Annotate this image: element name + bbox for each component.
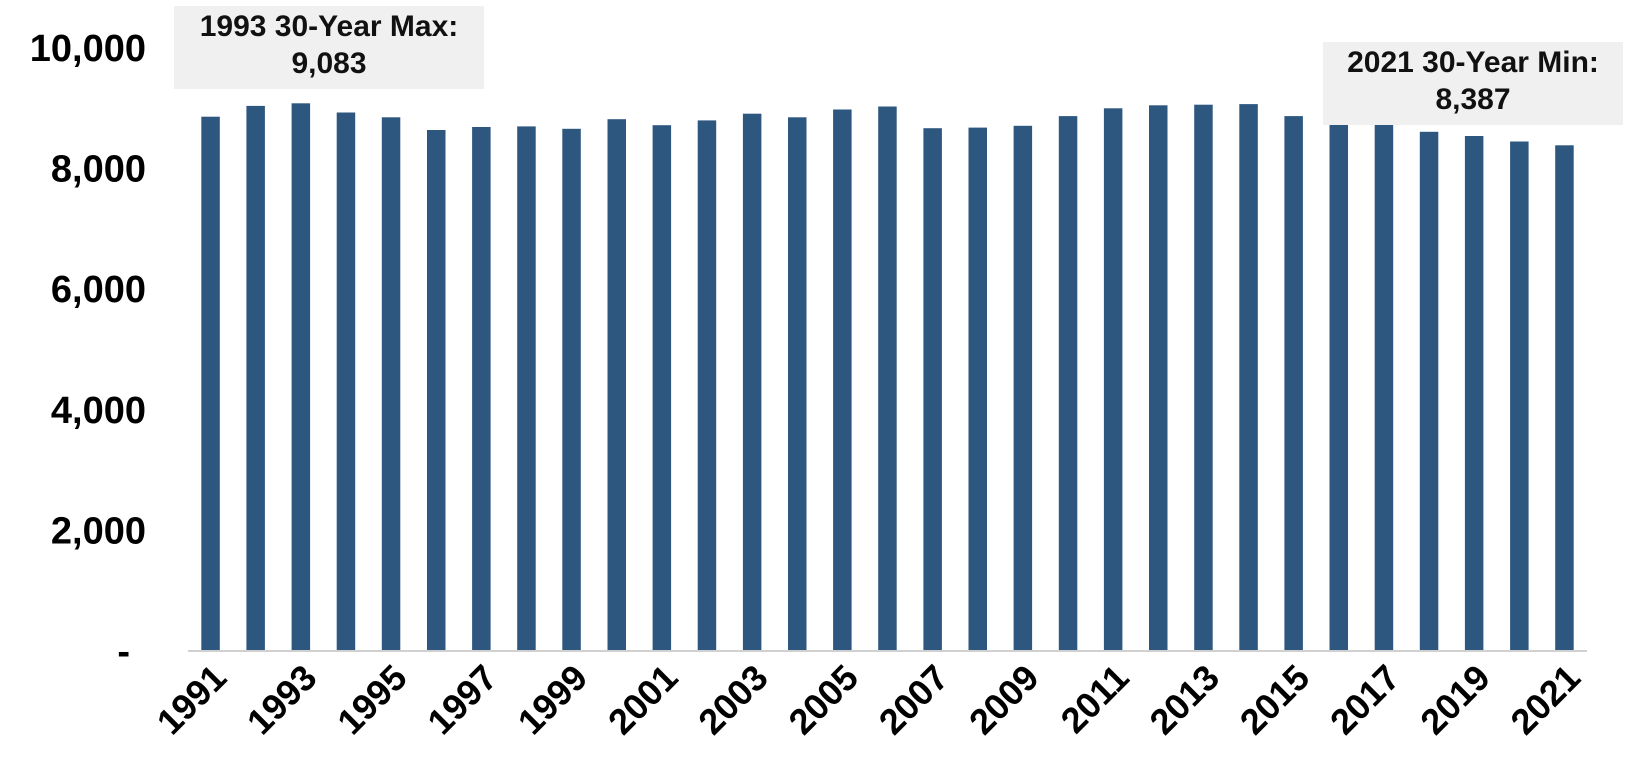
- x-tick-label: 2017: [1322, 657, 1408, 743]
- y-axis-ticks: - 2,000 4,000 6,000 8,000 10,000: [30, 28, 146, 673]
- x-tick-label: 1991: [149, 657, 235, 743]
- bar-2008: [968, 127, 987, 652]
- x-tick-label: 2013: [1141, 657, 1227, 743]
- bar-2015: [1284, 116, 1303, 652]
- min-annotation-value: 8,387: [1435, 83, 1511, 116]
- bar-1992: [246, 105, 265, 651]
- x-tick-label: 2005: [780, 657, 866, 743]
- bar-2012: [1149, 105, 1168, 652]
- x-tick-label: 1993: [239, 657, 325, 743]
- bar-2020: [1510, 141, 1529, 651]
- bar-1995: [381, 117, 401, 652]
- x-tick-label: 2003: [690, 657, 776, 743]
- bar-2009: [1013, 125, 1033, 652]
- bar-2019: [1464, 136, 1484, 651]
- x-tick-label: 1999: [510, 657, 596, 743]
- y-tick-label: 6,000: [51, 269, 146, 311]
- bar-1996: [427, 130, 446, 651]
- bar-2007: [923, 128, 942, 651]
- x-tick-label: 2021: [1502, 657, 1588, 743]
- bar-2021: [1555, 145, 1574, 652]
- y-tick-label: 10,000: [30, 28, 146, 70]
- x-tick-label: 1997: [419, 657, 505, 743]
- bar-1994: [336, 112, 356, 651]
- x-tick-label: 2019: [1412, 657, 1498, 743]
- bar-1991: [201, 116, 220, 651]
- bar-1993: [291, 103, 311, 652]
- bar-1997: [472, 127, 491, 651]
- bar-2003: [742, 113, 762, 651]
- bar-2016: [1329, 124, 1348, 651]
- y-tick-label: 2,000: [51, 510, 146, 552]
- x-tick-label: 2007: [871, 657, 957, 743]
- bar-2006: [878, 106, 897, 651]
- bar-2001: [652, 125, 672, 651]
- x-axis-ticks: 1991 1993 1995 1997 1999 2001 2003 2005 2007 2009…: [149, 657, 1588, 743]
- max-annotation-label: 1993 30-Year Max:: [199, 10, 459, 43]
- max-annotation-value: 9,083: [291, 47, 367, 80]
- bar-2002: [697, 120, 717, 651]
- bar-2004: [788, 117, 807, 652]
- bar-2010: [1058, 116, 1078, 652]
- bar-1998: [517, 126, 536, 651]
- bar-2011: [1103, 108, 1123, 652]
- min-annotation: 2021 30-Year Min: 8,387: [1323, 42, 1623, 125]
- x-tick-label: 2015: [1232, 657, 1318, 743]
- x-tick-label: 1995: [329, 657, 415, 743]
- min-annotation-label: 2021 30-Year Min:: [1347, 46, 1599, 79]
- bar-1999: [562, 128, 581, 652]
- x-tick-label: 2001: [600, 657, 686, 743]
- bar-2013: [1194, 104, 1213, 651]
- x-tick-label: 2011: [1053, 657, 1137, 741]
- bar-2014: [1239, 104, 1258, 652]
- y-tick-label: 4,000: [51, 390, 146, 432]
- x-tick-label: 2009: [961, 657, 1047, 743]
- bar-2018: [1419, 131, 1439, 652]
- bar-2017: [1374, 124, 1394, 652]
- bar-2000: [607, 119, 626, 651]
- y-tick-label: 8,000: [51, 149, 146, 191]
- bars-group: [201, 103, 1574, 652]
- max-annotation: 1993 30-Year Max: 9,083: [174, 6, 484, 89]
- bar-2005: [833, 109, 852, 651]
- y-tick-label: -: [117, 631, 130, 673]
